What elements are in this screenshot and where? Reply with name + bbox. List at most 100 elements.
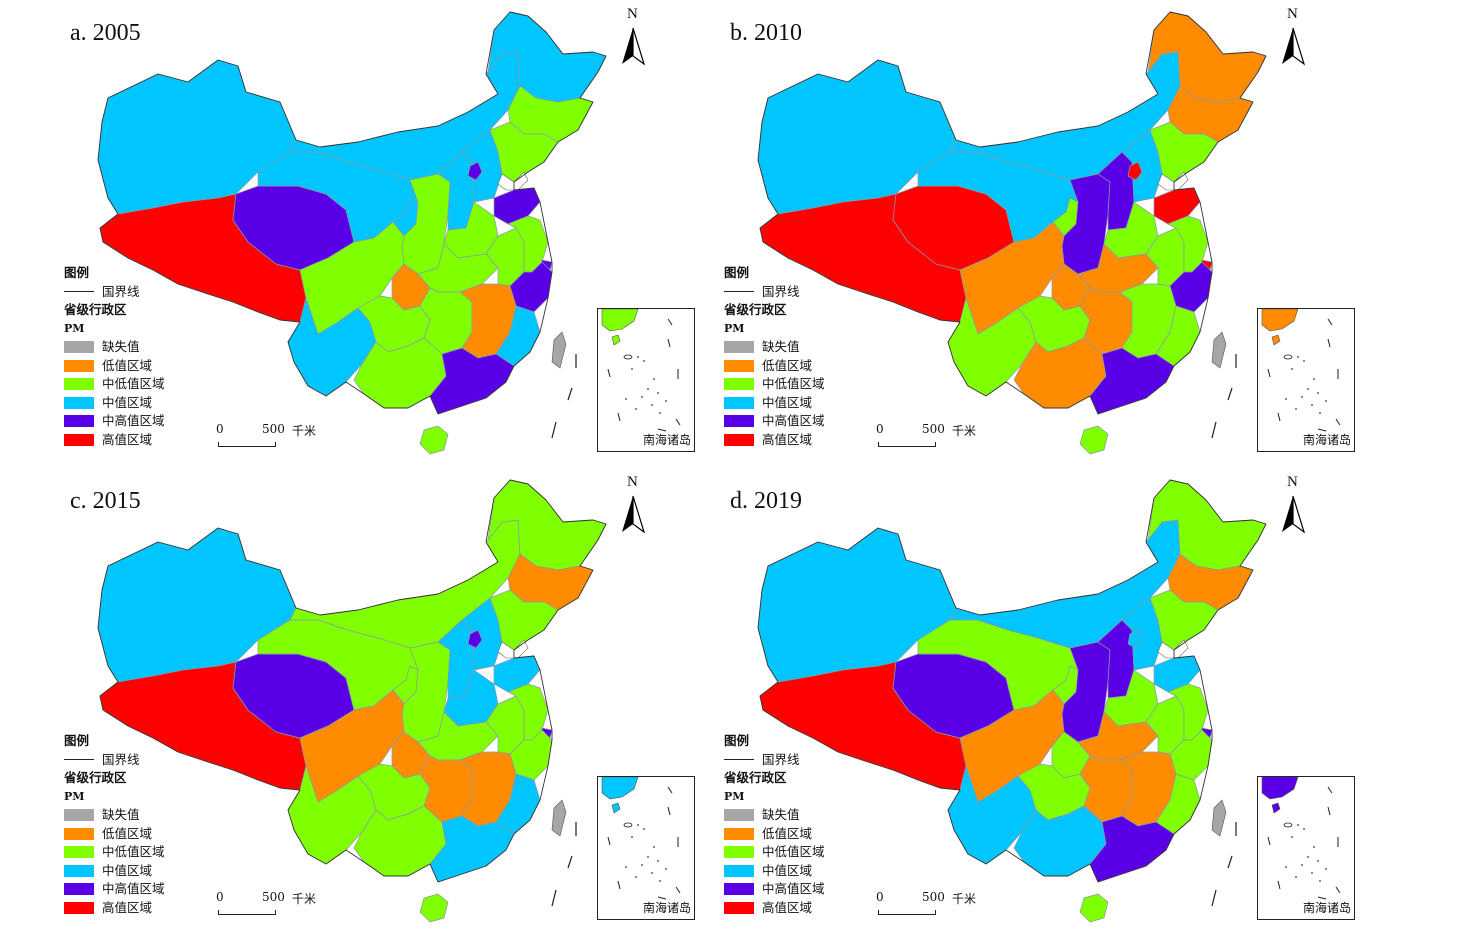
inset-coast bbox=[1261, 309, 1299, 332]
inset-island bbox=[631, 368, 633, 370]
legend-item-low: 低值区域 bbox=[724, 357, 825, 376]
legend-item-label: 中值区域 bbox=[762, 862, 813, 878]
north-arrow: N bbox=[618, 474, 648, 536]
inset-island bbox=[637, 824, 639, 826]
inset-island bbox=[643, 360, 645, 362]
inset-island bbox=[1285, 398, 1287, 400]
inset-boundary-dash bbox=[657, 896, 667, 900]
legend-swatch bbox=[724, 415, 754, 428]
inset-island bbox=[657, 860, 659, 862]
legend-field-label: PM bbox=[724, 321, 745, 335]
legend-swatch bbox=[724, 864, 754, 877]
inset-boundary-dash bbox=[1277, 412, 1281, 422]
region-beijing bbox=[1127, 161, 1143, 181]
inset-island bbox=[1297, 356, 1299, 358]
inset-island bbox=[643, 828, 645, 830]
legend-item-mid_high: 中高值区域 bbox=[724, 412, 825, 431]
inset-hainan bbox=[611, 802, 621, 814]
scale-bar: 0 500 千米 bbox=[876, 890, 986, 920]
legend-item-label: 低值区域 bbox=[762, 357, 813, 373]
inset-boundary-dash bbox=[1327, 338, 1331, 348]
region-hainan bbox=[1079, 893, 1109, 923]
inset-boundary-dash bbox=[617, 412, 621, 422]
legend-item-label: 高值区域 bbox=[102, 431, 153, 447]
legend-item-mid_low: 中低值区域 bbox=[724, 843, 825, 862]
inset-island bbox=[647, 388, 649, 390]
legend-item-label: 中低值区域 bbox=[102, 844, 165, 859]
inset-map bbox=[601, 309, 681, 432]
north-label: N bbox=[627, 6, 638, 22]
boundary-dash bbox=[1227, 387, 1233, 401]
legend-item-label: 中高值区域 bbox=[102, 881, 165, 896]
region-hainan bbox=[419, 893, 449, 923]
region-taiwan bbox=[1211, 799, 1227, 837]
region-guangdong bbox=[1089, 815, 1175, 883]
legend-item-label: 中高值区域 bbox=[102, 413, 165, 428]
panel-title: d. 2019 bbox=[730, 488, 802, 514]
region-hainan bbox=[1079, 425, 1109, 455]
inset-boundary-dash bbox=[1327, 806, 1331, 816]
legend-item-label: 中高值区域 bbox=[762, 413, 825, 428]
legend-item-label: 高值区域 bbox=[102, 899, 153, 915]
legend-admin-label: 省级行政区 bbox=[724, 770, 787, 785]
inset-boundary-dash bbox=[1335, 886, 1341, 894]
legend-item-high: 高值区域 bbox=[64, 431, 165, 450]
north-arrow-icon bbox=[622, 27, 646, 66]
panel-title: b. 2010 bbox=[730, 20, 802, 46]
legend-boundary-row: 国界线 bbox=[724, 751, 825, 770]
scale-unit: 千米 bbox=[952, 892, 977, 906]
legend-item-mid_high: 中高值区域 bbox=[64, 412, 165, 431]
inset-boundary-dash bbox=[607, 836, 611, 846]
legend-item-mid_low: 中低值区域 bbox=[724, 375, 825, 394]
scale-bar-line bbox=[878, 910, 936, 915]
scale-bar: 0 500 千米 bbox=[876, 422, 986, 452]
scale-distance: 500 bbox=[262, 890, 285, 904]
legend-item-mid_high: 中高值区域 bbox=[64, 880, 165, 899]
inset-island bbox=[653, 378, 655, 380]
legend-swatch bbox=[64, 883, 94, 896]
inset-island bbox=[1319, 880, 1321, 882]
legend-swatch bbox=[64, 864, 94, 877]
legend-title: 图例 bbox=[64, 733, 90, 748]
legend-item-low: 低值区域 bbox=[64, 825, 165, 844]
legend-boundary-row: 国界线 bbox=[64, 283, 165, 302]
inset-hainan bbox=[1271, 334, 1281, 346]
south-china-sea-inset: 南海诸岛 bbox=[1257, 776, 1355, 920]
legend-boundary-label: 国界线 bbox=[102, 283, 140, 299]
legend: 图例 国界线 省级行政区 PM 缺失值 低值区域 中低值区域 中值区域 中高值区域 高值区域 bbox=[724, 264, 825, 449]
boundary-line-symbol bbox=[64, 291, 94, 293]
region-guangdong bbox=[429, 347, 515, 415]
legend-boundary-label: 国界线 bbox=[102, 751, 140, 767]
legend-item-label: 中值区域 bbox=[102, 862, 153, 878]
china-map bbox=[757, 11, 1267, 455]
legend-item-label: 中值区域 bbox=[762, 394, 813, 410]
legend-admin-label: 省级行政区 bbox=[724, 302, 787, 317]
panel-title: a. 2005 bbox=[70, 20, 141, 46]
inset-island bbox=[1291, 368, 1293, 370]
scale-distance: 500 bbox=[262, 422, 285, 436]
scale-unit: 千米 bbox=[952, 424, 977, 438]
scale-distance: 500 bbox=[922, 890, 945, 904]
inset-island bbox=[1317, 860, 1319, 862]
inset-label: 南海诸岛 bbox=[642, 433, 691, 447]
scale-zero: 0 bbox=[876, 890, 884, 904]
legend-item-mid: 中值区域 bbox=[64, 862, 165, 881]
region-hainan bbox=[419, 425, 449, 455]
inset-island bbox=[1295, 408, 1297, 410]
inset-boundary-dash bbox=[1327, 318, 1333, 326]
legend-item-mid: 中值区域 bbox=[724, 394, 825, 413]
inset-island bbox=[1307, 388, 1309, 390]
legend-item-low: 低值区域 bbox=[724, 825, 825, 844]
legend-swatch bbox=[64, 809, 94, 822]
legend-item-label: 中低值区域 bbox=[762, 844, 825, 859]
inset-boundary-dash bbox=[667, 806, 671, 816]
north-label: N bbox=[627, 474, 638, 490]
inset-island bbox=[1317, 392, 1319, 394]
legend: 图例 国界线 省级行政区 PM 缺失值 低值区域 中低值区域 中值区域 中高值区域 高值区域 bbox=[64, 264, 165, 449]
legend-swatch bbox=[724, 433, 754, 446]
inset-island bbox=[665, 400, 667, 402]
boundary-dash bbox=[1211, 889, 1217, 907]
inset-island bbox=[651, 872, 653, 874]
inset-boundary-dash bbox=[617, 880, 621, 890]
legend-item-label: 缺失值 bbox=[762, 807, 800, 822]
